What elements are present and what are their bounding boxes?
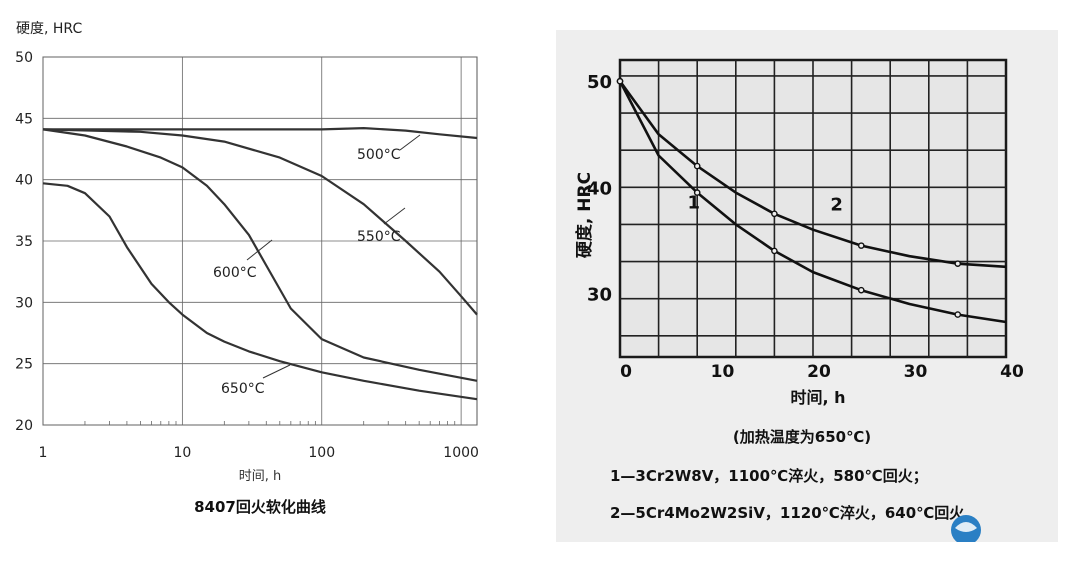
- legend-line: 2—5Cr4Mo2W2SiV，1120℃淬火，640℃回火: [610, 504, 965, 522]
- x-tick-label: 10: [711, 362, 735, 382]
- series-label: 1: [688, 193, 701, 214]
- y-tick-label: 20: [15, 418, 33, 434]
- series-line-1: [618, 80, 1007, 269]
- series-line-0: [43, 127, 478, 140]
- data-point: [693, 162, 701, 170]
- right-chart-svg: 30 40 50 0 10 20 30 40 1 2 硬度, HRC 时间, h (加热温度为650℃)…: [556, 30, 1058, 545]
- heating-note: (加热温度为650℃): [733, 428, 871, 446]
- series-label: 550°C: [357, 229, 401, 245]
- y-tick-label: 45: [15, 111, 33, 127]
- tempering-softening-chart: 20 25 30 35 40 45 50 1 10 100 1000 500°C 550°C 600°C 6…: [0, 0, 530, 563]
- x-axis-label: 时间, h: [239, 469, 282, 484]
- x-tick-label: 1: [39, 445, 48, 461]
- annotation-leader: [383, 207, 406, 225]
- y-axis-label: 硬度, HRC: [574, 172, 595, 258]
- y-tick-label: 40: [15, 173, 33, 189]
- data-point: [771, 210, 778, 218]
- y-axis-label: 硬度, HRC: [16, 21, 82, 37]
- series-line-0: [618, 80, 1007, 324]
- y-tick-label: 25: [15, 357, 33, 373]
- y-tick-label: 50: [15, 50, 33, 66]
- series-label: 650°C: [221, 381, 265, 397]
- x-tick-label: 10: [173, 445, 191, 461]
- y-tick-label: 35: [15, 234, 33, 250]
- series-line-2: [42, 128, 478, 382]
- data-point: [857, 242, 865, 249]
- x-tick-label: 30: [904, 362, 928, 382]
- data-point: [693, 189, 701, 196]
- y-tick-label: 50: [587, 72, 612, 93]
- data-point: [857, 286, 865, 294]
- y-tick-label: 30: [15, 295, 33, 311]
- x-tick-label: 40: [1000, 362, 1024, 382]
- scanned-hardness-chart: 30 40 50 0 10 20 30 40 1 2 硬度, HRC 时间, h (加热温度为650℃)…: [556, 30, 1058, 545]
- data-point: [954, 260, 962, 267]
- annotation-leader: [399, 134, 421, 151]
- y-tick-label: 30: [587, 284, 612, 305]
- annotation-leader: [246, 239, 273, 261]
- legend-line: 1—3Cr2W8V，1100℃淬火，580℃回火；: [610, 467, 928, 485]
- series-line-3: [42, 182, 478, 401]
- series-line-1: [42, 128, 478, 316]
- series-label: 600°C: [213, 265, 257, 281]
- data-point: [954, 311, 962, 318]
- chart-title: 8407回火软化曲线: [194, 498, 326, 516]
- x-tick-label: 20: [807, 362, 831, 382]
- x-tick-label: 100: [308, 445, 335, 461]
- x-axis-label: 时间, h: [790, 388, 845, 407]
- left-chart-svg: 20 25 30 35 40 45 50 1 10 100 1000 500°C 550°C 600°C 6…: [15, 21, 479, 516]
- data-point: [771, 247, 778, 255]
- x-tick-label: 0: [620, 362, 632, 382]
- watermark-logo-swirl: [955, 522, 977, 532]
- series-label: 2: [830, 195, 843, 216]
- series-label: 500°C: [357, 147, 401, 163]
- annotation-leader: [262, 364, 291, 379]
- data-point: [616, 77, 624, 85]
- x-tick-label: 1000: [443, 445, 479, 461]
- y-tick-label: 40: [587, 178, 612, 199]
